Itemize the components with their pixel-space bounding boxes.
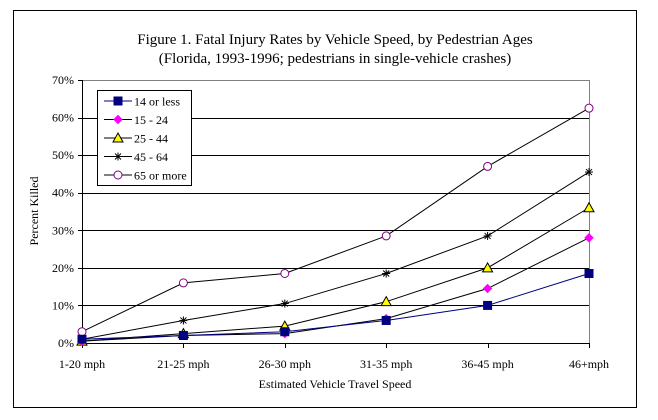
axes xyxy=(78,80,590,348)
legend-item-65-or-more: 65 or more xyxy=(104,169,187,183)
legend-label: 65 or more xyxy=(134,169,187,183)
data-point-45-64 xyxy=(280,299,289,308)
data-point-65-or-more xyxy=(584,103,594,113)
data-point-45-64 xyxy=(585,168,593,177)
x-tick-label: 36-45 mph xyxy=(461,357,513,371)
legend-item-45-64: 45 - 64 xyxy=(104,150,168,164)
y-tick-label: 50% xyxy=(52,148,74,162)
legend-label: 45 - 64 xyxy=(134,150,168,164)
chart-subtitle: (Florida, 1993-1996; pedestrians in sing… xyxy=(159,51,511,67)
y-axis-title: Percent Killed xyxy=(27,177,41,246)
legend-star-icon xyxy=(114,152,122,161)
legend-item-15-24: 15 - 24 xyxy=(104,113,168,127)
data-point-45-64 xyxy=(382,269,391,278)
data-point-14-or-less xyxy=(381,315,391,325)
legend-triangle-icon xyxy=(112,131,124,143)
chart-title: Figure 1. Fatal Injury Rates by Vehicle … xyxy=(137,32,533,48)
y-tick-label: 20% xyxy=(52,261,74,275)
legend-label: 14 or less xyxy=(134,95,180,109)
x-tick-label: 26-30 mph xyxy=(259,357,311,371)
legend-item-14-or-less: 14 or less xyxy=(104,95,180,109)
y-tick-label: 40% xyxy=(52,186,74,200)
legend-label: 25 - 44 xyxy=(134,132,168,146)
series-lines xyxy=(81,107,590,342)
legend-square-icon xyxy=(113,96,123,106)
data-point-65-or-more xyxy=(178,278,188,288)
x-axis-title: Estimated Vehicle Travel Speed xyxy=(259,377,412,391)
y-tick-label: 70% xyxy=(52,73,74,87)
legend-circle-icon xyxy=(113,170,123,180)
data-point-45-64 xyxy=(179,316,188,325)
legend: 14 or less 15 - 24 25 - 44 45 - 64 65 or mor… xyxy=(97,90,192,186)
data-point-15-24 xyxy=(584,232,594,243)
x-tick-label: 46+mph xyxy=(569,357,609,371)
data-point-25-44 xyxy=(380,295,393,307)
data-point-14-or-less xyxy=(584,268,594,278)
series-group xyxy=(76,103,595,346)
legend-diamond-icon xyxy=(113,114,123,125)
data-point-25-44 xyxy=(481,261,494,273)
data-point-14-or-less xyxy=(280,327,290,337)
y-tick-label: 0% xyxy=(58,336,74,350)
y-tick-labels: 0% 10% 20% 30% 40% 50% 60% 70% xyxy=(52,73,74,350)
data-point-65-or-more xyxy=(280,268,290,278)
y-tick-label: 60% xyxy=(52,111,74,125)
series-line-14-or-less xyxy=(81,273,590,340)
series-line-65-or-more xyxy=(81,107,590,333)
x-tick-label: 1-20 mph xyxy=(59,357,105,371)
data-point-25-44 xyxy=(583,201,595,213)
legend-label: 15 - 24 xyxy=(134,113,168,127)
data-point-65-or-more xyxy=(77,327,87,337)
data-point-45-64 xyxy=(483,231,492,240)
data-point-14-or-less xyxy=(178,330,188,340)
series-markers xyxy=(76,103,595,346)
data-point-65-or-more xyxy=(381,231,391,241)
data-point-15-24 xyxy=(482,283,493,294)
series-line-25-44 xyxy=(81,207,590,342)
chart-frame xyxy=(13,10,637,408)
data-point-65-or-more xyxy=(483,161,493,171)
x-tick-label: 31-35 mph xyxy=(360,357,412,371)
legend-item-25-44: 25 - 44 xyxy=(104,132,168,146)
y-tick-label: 30% xyxy=(52,223,74,237)
y-tick-label: 10% xyxy=(52,298,74,312)
x-tick-labels: 1-20 mph 21-25 mph 26-30 mph 31-35 mph 36-45… xyxy=(59,357,609,371)
series-line-45-64 xyxy=(81,171,590,340)
x-tick-label: 21-25 mph xyxy=(157,357,209,371)
data-point-14-or-less xyxy=(77,334,87,344)
data-point-14-or-less xyxy=(483,300,493,310)
